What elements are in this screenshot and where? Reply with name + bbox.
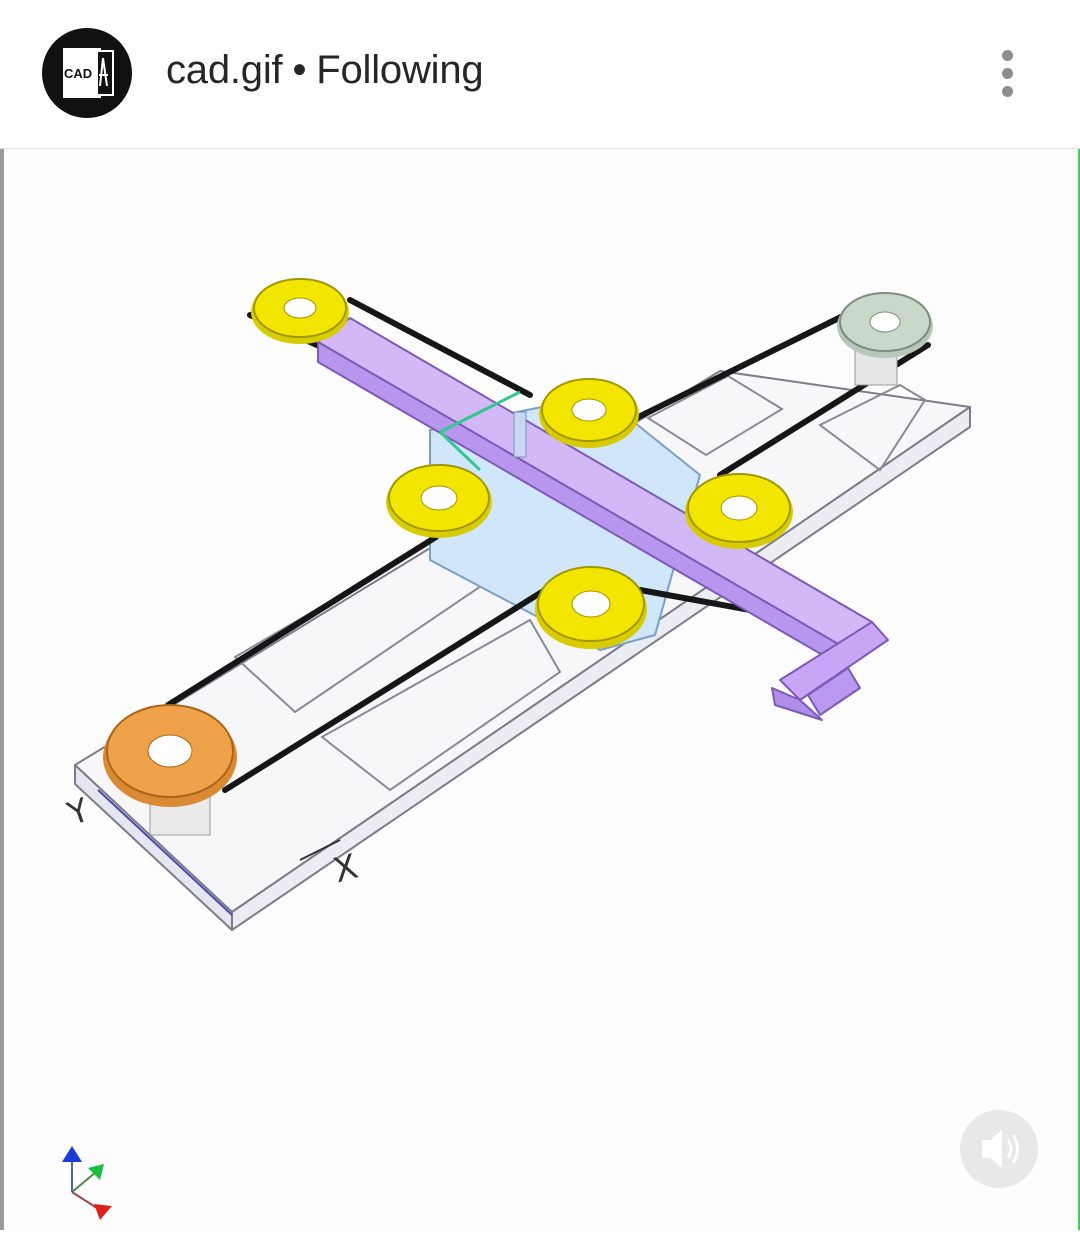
more-vertical-icon-dot-3 <box>1002 86 1013 97</box>
more-vertical-icon <box>1002 50 1013 61</box>
media-right-border <box>1078 149 1080 1230</box>
audio-toggle-button[interactable] <box>960 1110 1038 1188</box>
axis-arrow-x <box>299 839 341 861</box>
post-header: CAD cad.gif • Following <box>0 0 1080 149</box>
post-media[interactable]: Y X <box>0 149 1080 1230</box>
motor-pulley-right <box>837 292 933 386</box>
cad-logo-icon: CAD <box>63 48 114 98</box>
carriage-pin <box>513 411 527 458</box>
avatar-text: CAD <box>64 66 92 81</box>
pulley-center-lower <box>535 566 647 649</box>
post-title: cad.gif • Following <box>166 48 484 93</box>
username[interactable]: cad.gif <box>166 48 283 92</box>
idler-pulleys <box>251 278 793 649</box>
bottom-strip <box>0 1230 1080 1248</box>
speaker-muted-icon <box>982 1130 1019 1168</box>
carriage-arm <box>317 317 889 721</box>
local-axis-triad <box>438 390 521 472</box>
axis-label-x: X <box>329 847 362 892</box>
avatar[interactable]: CAD <box>42 28 132 118</box>
orientation-triad-icon <box>62 1146 112 1220</box>
separator-dot: • <box>292 48 307 92</box>
motor-pulley-left <box>103 704 237 836</box>
pulley-center-upper <box>539 378 639 448</box>
more-options-button[interactable] <box>986 44 1030 104</box>
follow-status[interactable]: Following <box>316 48 484 92</box>
pulley-center-left <box>386 464 492 538</box>
cad-belt-mechanism-illustration: Y X <box>62 278 971 1220</box>
pulley-center-right <box>685 473 793 549</box>
pulley-top-left <box>251 278 349 344</box>
media-left-border <box>0 149 4 1230</box>
more-vertical-icon-dot-2 <box>1002 68 1013 79</box>
